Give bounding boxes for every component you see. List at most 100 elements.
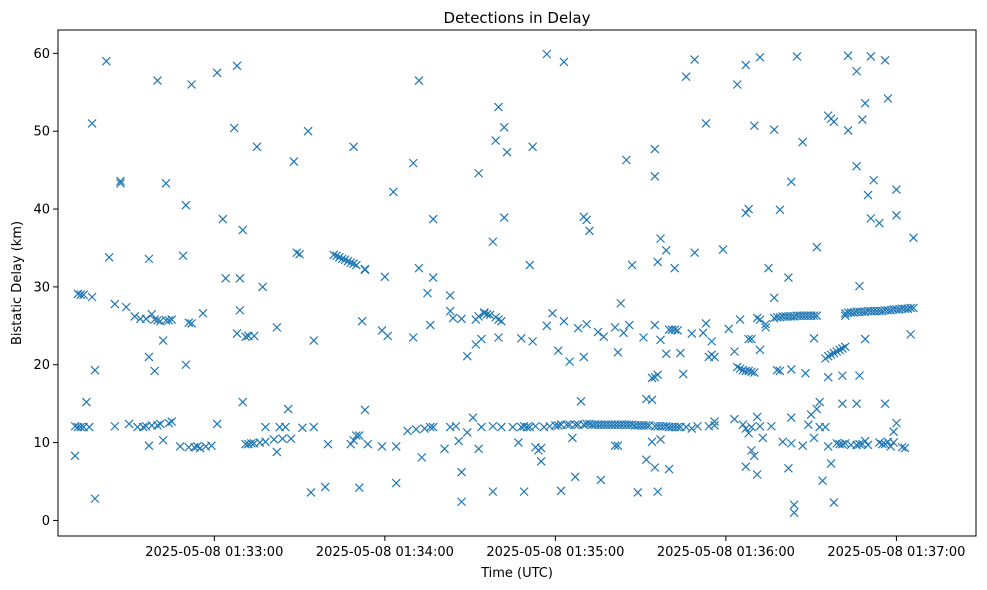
detection-marker — [309, 336, 319, 346]
detection-marker — [562, 420, 572, 430]
detection-marker — [491, 136, 501, 145]
detection-marker — [855, 371, 864, 381]
detection-marker — [741, 60, 751, 70]
detection-marker — [508, 422, 518, 432]
detection-marker — [457, 467, 467, 477]
detection-marker — [835, 345, 845, 355]
detection-marker — [81, 397, 91, 407]
detection-marker — [474, 168, 484, 178]
detection-marker — [891, 185, 901, 195]
detection-marker — [207, 441, 216, 451]
detection-marker — [744, 428, 754, 438]
detection-marker — [661, 349, 671, 359]
detection-marker — [272, 447, 282, 457]
detection-marker — [457, 497, 467, 507]
detection-marker — [499, 213, 509, 223]
detection-marker — [650, 463, 660, 472]
detection-marker — [610, 322, 620, 332]
detection-marker — [874, 218, 884, 228]
detection-marker — [153, 315, 162, 325]
detection-marker — [408, 333, 418, 342]
x-axis-label: Time (UTC) — [480, 566, 553, 581]
detection-marker — [624, 320, 634, 330]
detection-marker — [565, 357, 575, 367]
detection-marker — [693, 421, 702, 431]
detection-marker — [729, 347, 739, 356]
detection-marker — [789, 500, 799, 510]
detection-marker — [755, 421, 765, 431]
detection-marker — [354, 483, 364, 493]
detection-marker — [650, 171, 660, 181]
y-tick-label: 20 — [33, 358, 50, 373]
detection-marker — [474, 444, 484, 454]
detection-marker — [261, 422, 270, 432]
detection-marker — [150, 315, 160, 325]
detection-marker — [837, 399, 847, 409]
axis-ticks: 0 10 20 30 40 50 60 2025-05-08 01:33:00 2025-05-… — [33, 47, 965, 560]
detection-marker — [863, 440, 873, 450]
y-tick-label: 30 — [33, 280, 50, 295]
detection-marker — [909, 233, 918, 243]
detection-marker — [272, 322, 282, 332]
detection-marker — [258, 282, 268, 292]
detection-marker — [87, 118, 97, 128]
detection-marker — [570, 420, 580, 430]
detection-marker — [735, 315, 745, 325]
detection-marker — [528, 142, 538, 152]
detection-marker — [252, 142, 262, 152]
detection-marker — [457, 314, 467, 324]
detection-marker — [181, 200, 191, 210]
detection-marker — [610, 441, 620, 451]
detection-marker — [812, 404, 822, 414]
detection-marker — [860, 436, 870, 446]
detection-marker — [582, 215, 592, 225]
detection-marker — [613, 441, 623, 451]
detection-marker — [690, 55, 700, 65]
detection-marker — [749, 451, 759, 461]
detection-marker — [710, 417, 719, 426]
detection-marker — [880, 399, 890, 409]
detection-marker — [158, 336, 168, 346]
detection-marker — [445, 291, 455, 300]
detection-marker — [647, 437, 657, 447]
x-tick-label: 2025-05-08 01:37:00 — [827, 545, 965, 560]
detection-marker — [883, 94, 893, 103]
detection-marker — [428, 422, 438, 432]
detection-marker — [417, 452, 427, 462]
detection-marker — [906, 303, 916, 313]
detection-marker — [593, 327, 603, 337]
detection-marker — [155, 419, 165, 429]
detection-marker — [164, 315, 174, 325]
detection-marker — [764, 263, 773, 273]
detection-marker — [857, 115, 867, 124]
detection-marker — [647, 373, 657, 383]
detection-marker — [548, 308, 557, 318]
detection-marker — [167, 417, 177, 426]
detection-marker — [408, 158, 418, 168]
detection-marker — [158, 435, 168, 445]
detection-marker — [744, 334, 754, 344]
detection-marker — [621, 155, 631, 165]
detection-marker — [650, 144, 660, 154]
detection-marker — [528, 336, 538, 346]
detection-marker — [462, 351, 472, 361]
detection-marker — [178, 251, 188, 261]
detection-marker — [494, 102, 503, 112]
detection-marker — [451, 421, 461, 431]
detection-marker — [445, 306, 455, 316]
detection-marker — [783, 273, 793, 282]
detection-marker — [531, 421, 540, 431]
detection-marker — [349, 142, 359, 152]
detection-marker — [360, 405, 370, 415]
detection-marker — [752, 412, 762, 422]
detection-marker — [576, 396, 586, 406]
detection-marker — [852, 399, 862, 409]
detection-marker — [582, 319, 592, 329]
detection-marker — [815, 397, 825, 407]
detection-marker — [238, 397, 248, 407]
detection-marker — [110, 299, 120, 309]
detection-marker — [167, 315, 177, 325]
detection-marker — [235, 305, 245, 315]
detection-marker — [673, 326, 683, 335]
